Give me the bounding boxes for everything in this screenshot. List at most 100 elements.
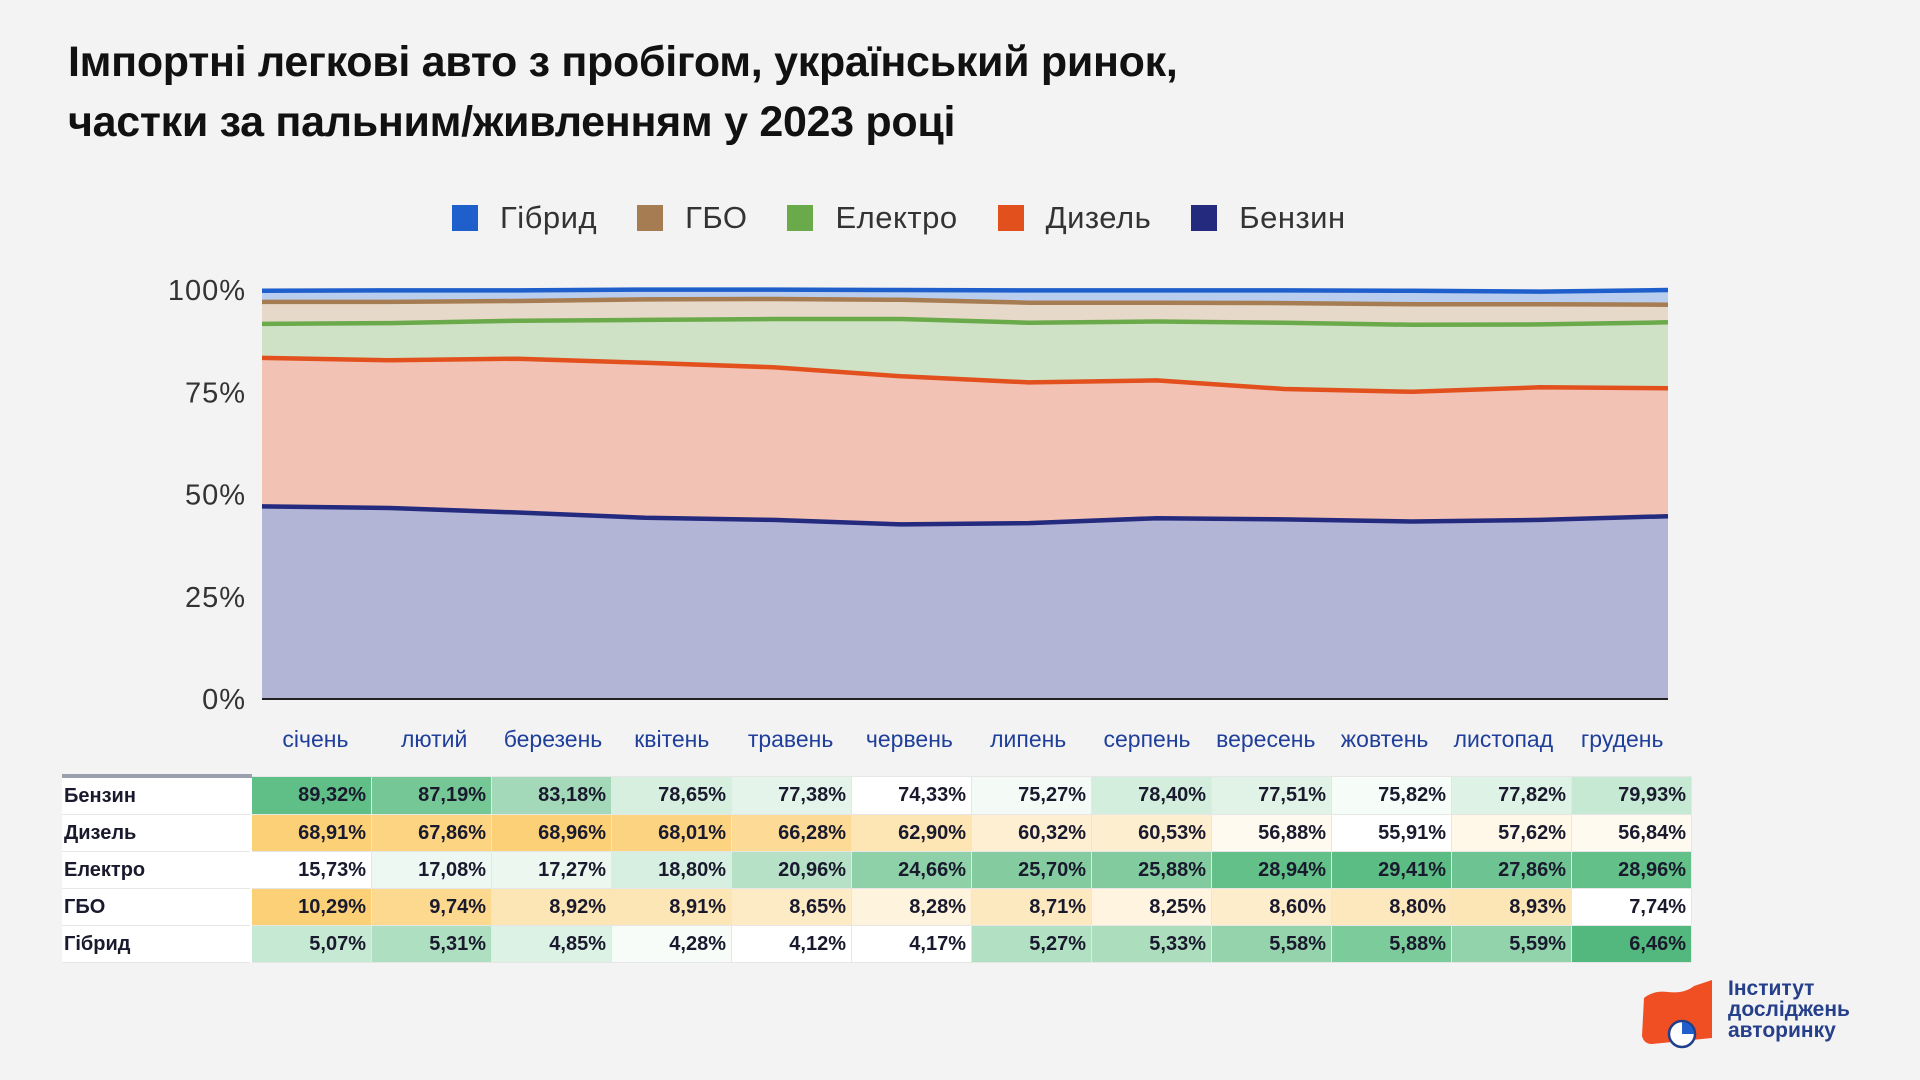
table-cell: 68,01% (611, 814, 732, 852)
y-axis-tick-labels: 0% 25% 50% 75% 100% (168, 275, 246, 716)
logo-text-line-1: Інститут (1728, 977, 1815, 1000)
y-tick-label: 25% (185, 582, 246, 614)
x-tick-label: грудень (1581, 726, 1664, 752)
area-series-2 (262, 319, 1668, 392)
legend-swatch-lpg (637, 205, 664, 231)
table-row: Дизель 68,91% 67,86% 68,96% 68,01% 66,28% 62,9… (62, 814, 1692, 852)
table-row-label: Бензин (62, 774, 252, 815)
legend-item-diesel: Дизель (997, 200, 1152, 236)
stacked-area-chart: 0% 25% 50% 75% 100% січень лютий березень квіте… (168, 275, 1669, 752)
table-cell: 55,91% (1331, 814, 1452, 852)
table-cell: 29,41% (1331, 851, 1452, 889)
legend-label-diesel: Дизель (1045, 200, 1152, 235)
y-tick-label: 75% (185, 377, 246, 409)
table-cell: 77,38% (731, 775, 852, 815)
table-row-label: Дизель (62, 814, 252, 852)
table-cell: 6,46% (1571, 925, 1692, 963)
table-cell: 8,93% (1451, 888, 1572, 926)
table-cell: 56,84% (1571, 814, 1692, 852)
table-cell: 79,93% (1571, 775, 1692, 815)
line-series-3 (262, 296, 1669, 307)
table-cell: 83,18% (491, 775, 612, 815)
table-cell: 8,92% (491, 888, 612, 926)
legend-item-petrol: Бензин (1191, 200, 1345, 236)
y-tick-label: 50% (185, 480, 246, 512)
legend-label-lpg: ГБО (685, 200, 748, 235)
chart-title-line-2: частки за пальним/живленням у 2023 році (68, 98, 956, 146)
x-tick-label: червень (866, 726, 953, 752)
table-cell: 66,28% (731, 814, 852, 852)
table-cell: 8,25% (1091, 888, 1212, 926)
logo-text: Інститут досліджень авторинку (1728, 978, 1850, 1041)
table-cell: 77,82% (1451, 775, 1572, 815)
table-cell: 5,31% (371, 925, 492, 963)
legend-label-electric: Електро (835, 200, 958, 235)
x-tick-label: квітень (634, 726, 709, 752)
table-cell: 9,74% (371, 888, 492, 926)
table-cell: 62,90% (851, 814, 972, 852)
table-cell: 8,71% (971, 888, 1092, 926)
table-cell: 15,73% (250, 851, 372, 889)
table-cell: 67,86% (371, 814, 492, 852)
logo-text-line-3: авторинку (1728, 1019, 1836, 1042)
institute-logo: Інститут досліджень авторинку (1640, 978, 1850, 1050)
y-tick-label: 0% (202, 684, 246, 716)
legend-item-electric: Електро (787, 200, 957, 236)
table-row: ГБО 10,29% 9,74% 8,92% 8,91% 8,65% 8,28% 8,71% 8… (62, 888, 1692, 926)
table-cell: 5,27% (971, 925, 1092, 963)
logo-icon (1642, 980, 1712, 1049)
table-cell: 18,80% (611, 851, 732, 889)
table-cell: 68,96% (491, 814, 612, 852)
table-cell: 60,53% (1091, 814, 1212, 852)
x-tick-label: лютий (401, 726, 467, 752)
legend-label-petrol: Бензин (1239, 200, 1346, 235)
table-cell: 5,33% (1091, 925, 1212, 963)
table-cell: 17,27% (491, 851, 612, 889)
legend-swatch-electric (787, 205, 814, 231)
x-tick-label: березень (504, 726, 603, 752)
table-cell: 24,66% (851, 851, 972, 889)
x-axis-tick-labels: січень лютий березень квітень травень червень… (282, 726, 1663, 752)
table-cell: 68,91% (250, 814, 372, 852)
x-tick-label: травень (748, 726, 834, 752)
table-cell: 87,19% (371, 775, 492, 815)
chart-legend: Гібрид ГБО Електро Дизель Бензин (452, 200, 1346, 236)
line-series-4 (261, 287, 1669, 294)
table-cell: 8,60% (1211, 888, 1332, 926)
table-cell: 75,82% (1331, 775, 1452, 815)
line-series-2 (261, 316, 1669, 328)
table-cell: 7,74% (1571, 888, 1692, 926)
share-data-table: Бензин 89,32% 87,19% 83,18% 78,65% 77,38% 74,3… (62, 774, 1692, 963)
table-row: Бензин 89,32% 87,19% 83,18% 78,65% 77,38% 74,3… (62, 774, 1692, 815)
table-cell: 20,96% (731, 851, 852, 889)
chart-lines (261, 287, 1669, 527)
logo-text-line-2: досліджень (1728, 998, 1850, 1021)
table-cell: 4,17% (851, 925, 972, 963)
x-tick-label: жовтень (1341, 726, 1429, 752)
chart-title: Імпортні легкові авто з пробігом, україн… (68, 32, 1178, 152)
table-cell: 60,32% (971, 814, 1092, 852)
table-cell: 27,86% (1451, 851, 1572, 889)
table-row: Електро 15,73% 17,08% 17,27% 18,80% 20,96% 24,… (62, 851, 1692, 889)
table-cell: 25,88% (1091, 851, 1212, 889)
x-tick-label: липень (990, 726, 1066, 752)
table-row-label: Гібрид (62, 925, 252, 963)
table-cell: 5,59% (1451, 925, 1572, 963)
table-cell: 75,27% (971, 775, 1092, 815)
line-series-1 (261, 355, 1669, 395)
table-cell: 57,62% (1451, 814, 1572, 852)
table-cell: 78,65% (611, 775, 732, 815)
table-cell: 10,29% (250, 888, 372, 926)
table-cell: 8,91% (611, 888, 732, 926)
area-series-0 (262, 506, 1668, 699)
table-cell: 8,28% (851, 888, 972, 926)
legend-label-hybrid: Гібрид (500, 200, 598, 235)
table-cell: 5,88% (1331, 925, 1452, 963)
chart-areas (262, 289, 1668, 699)
area-series-4 (262, 289, 1668, 305)
chart-title-line-1: Імпортні легкові авто з пробігом, україн… (68, 38, 1178, 86)
x-tick-label: вересень (1216, 726, 1315, 752)
x-tick-label: січень (282, 726, 348, 752)
legend-swatch-hybrid (452, 205, 478, 231)
area-series-1 (262, 357, 1668, 525)
